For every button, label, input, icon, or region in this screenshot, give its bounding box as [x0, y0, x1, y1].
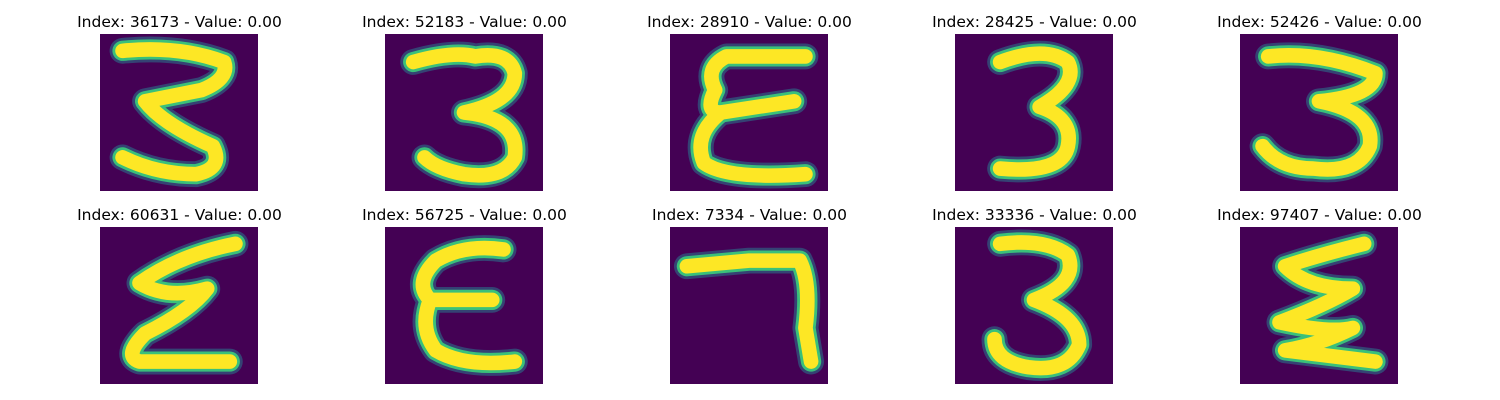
- digit-image: [385, 227, 543, 384]
- image-panel: Index: 28910 - Value: 0.00: [607, 12, 892, 197]
- digit-glyph: [410, 235, 528, 376]
- image-panel: Index: 33336 - Value: 0.00: [892, 205, 1177, 390]
- panel-title: Index: 36173 - Value: 0.00: [77, 13, 282, 31]
- digit-image: [1240, 34, 1398, 191]
- digit-glyph: [1266, 230, 1389, 375]
- image-panel: Index: 7334 - Value: 0.00: [607, 205, 892, 390]
- digit-glyph: [119, 230, 249, 375]
- panel-title: Index: 52426 - Value: 0.00: [1217, 13, 1422, 31]
- digit-glyph: [109, 36, 238, 188]
- panel-title: Index: 28910 - Value: 0.00: [647, 13, 852, 31]
- digit-glyph: [981, 229, 1093, 381]
- image-panel: Index: 60631 - Value: 0.00: [37, 205, 322, 390]
- image-panel: Index: 28425 - Value: 0.00: [892, 12, 1177, 197]
- digit-image: [385, 34, 543, 191]
- panel-title: Index: 52183 - Value: 0.00: [362, 13, 567, 31]
- digit-glyph: [673, 247, 825, 375]
- image-panel: Index: 52426 - Value: 0.00: [1177, 12, 1462, 197]
- digit-image: [670, 34, 828, 191]
- digit-image: [1240, 227, 1398, 384]
- panel-title: Index: 7334 - Value: 0.00: [652, 206, 847, 224]
- panel-title: Index: 97407 - Value: 0.00: [1217, 206, 1422, 224]
- panel-title: Index: 60631 - Value: 0.00: [77, 206, 282, 224]
- panel-title: Index: 33336 - Value: 0.00: [932, 206, 1137, 224]
- image-panel: Index: 56725 - Value: 0.00: [322, 205, 607, 390]
- image-panel: Index: 36173 - Value: 0.00: [37, 12, 322, 197]
- digit-glyph: [400, 41, 529, 189]
- image-panel: Index: 97407 - Value: 0.00: [1177, 205, 1462, 390]
- digit-glyph: [687, 43, 819, 189]
- digit-glyph: [1249, 42, 1389, 183]
- digit-image: [955, 34, 1113, 191]
- panel-title: Index: 28425 - Value: 0.00: [932, 13, 1137, 31]
- digit-image: [955, 227, 1113, 384]
- digit-image: [100, 34, 258, 191]
- digit-image: [100, 227, 258, 384]
- digit-glyph: [987, 40, 1084, 183]
- panel-title: Index: 56725 - Value: 0.00: [362, 206, 567, 224]
- digit-image: [670, 227, 828, 384]
- image-panel: Index: 52183 - Value: 0.00: [322, 12, 607, 197]
